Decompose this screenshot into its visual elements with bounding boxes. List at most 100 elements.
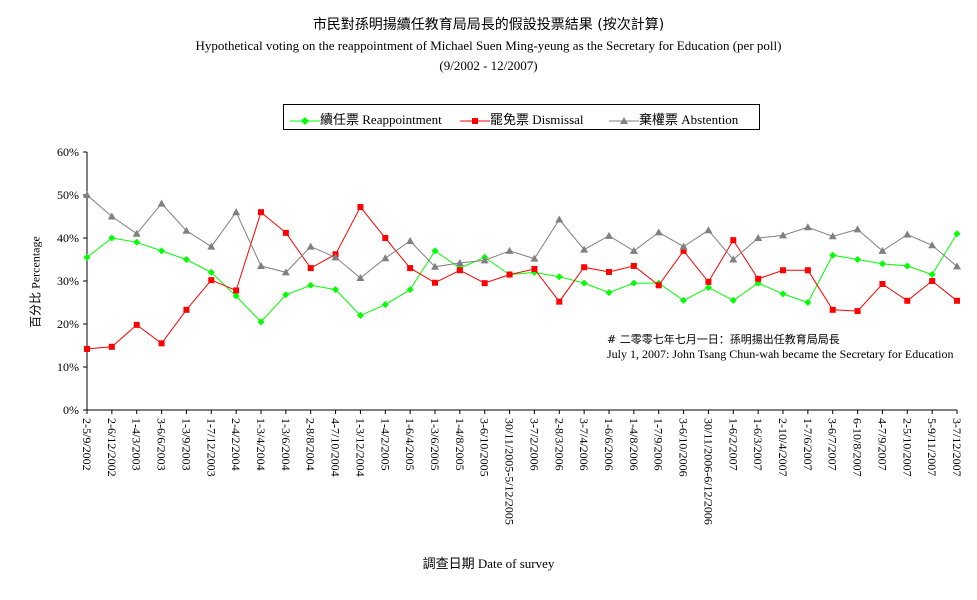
- data-point-dismissal: [630, 262, 637, 269]
- data-point-abstention: [455, 258, 464, 266]
- data-point-abstention: [853, 225, 862, 233]
- data-point-reappointment: [928, 271, 936, 279]
- data-point-dismissal: [407, 265, 414, 272]
- y-tick-label: 10%: [57, 360, 79, 374]
- x-tick-label: 1-3/12/2004: [353, 418, 367, 477]
- x-tick-label: 3-6/10/2006: [677, 418, 691, 477]
- legend-item-dismissal: 罷免票 Dismissal: [460, 109, 584, 129]
- data-point-reappointment: [729, 296, 737, 304]
- legend-marker-abstention: [609, 117, 639, 125]
- data-point-reappointment: [630, 279, 638, 287]
- data-point-dismissal: [879, 281, 886, 288]
- data-point-abstention: [83, 191, 91, 198]
- data-point-abstention: [654, 228, 663, 236]
- data-point-dismissal: [606, 268, 612, 275]
- x-tick-label: 1-3/6/2005: [428, 418, 442, 471]
- legend-label-dismissal: 罷免票 Dismissal: [490, 112, 584, 127]
- legend-marker-reappointment: [290, 117, 320, 126]
- data-point-reappointment: [580, 279, 588, 287]
- data-point-dismissal: [108, 343, 115, 350]
- data-point-reappointment: [555, 273, 563, 281]
- data-point-dismissal: [680, 247, 687, 254]
- data-point-reappointment: [680, 296, 688, 304]
- data-point-abstention: [903, 230, 912, 238]
- y-tick-label: 60%: [57, 145, 79, 159]
- data-point-abstention: [928, 241, 937, 249]
- data-point-reappointment: [903, 262, 911, 270]
- data-point-abstention: [331, 253, 340, 261]
- x-tick-label: 4-7/10/2004: [329, 418, 343, 477]
- data-point-abstention: [406, 237, 415, 245]
- data-point-abstention: [828, 232, 837, 240]
- legend: 續任票 Reappointment 罷免票 Dismissal 棄權票 Abst…: [283, 104, 760, 130]
- chart-title-chinese: 市民對孫明揚續任教育局局長的假設投票結果 (按次計算): [312, 17, 665, 33]
- x-tick-label: 1-4/8/2005: [453, 418, 467, 471]
- x-tick-label: 30/11/2005-5/12/2005: [503, 418, 517, 525]
- legend-marker-dismissal: [460, 118, 490, 125]
- data-point-reappointment: [381, 301, 389, 309]
- series-line-1: [86, 206, 958, 350]
- y-tick-label: 0%: [63, 403, 79, 417]
- data-point-dismissal: [655, 282, 662, 289]
- data-point-dismissal: [780, 267, 786, 274]
- data-point-dismissal: [581, 264, 588, 271]
- data-point-reappointment: [406, 286, 414, 294]
- data-point-dismissal: [432, 279, 438, 286]
- x-tick-label: 3-7/2/2006: [527, 418, 541, 471]
- data-point-reappointment: [804, 299, 812, 306]
- data-point-abstention: [356, 273, 365, 281]
- data-point-abstention: [754, 234, 763, 241]
- x-tick-label: 1-6/4/2005: [403, 418, 417, 471]
- x-tick-label: 1-3/6/2004: [279, 418, 293, 471]
- x-tick-label: 1-6/2/2007: [726, 418, 740, 471]
- data-point-dismissal: [829, 306, 836, 313]
- x-tick-label: 1-3/4/2004: [254, 418, 268, 471]
- data-point-reappointment: [108, 234, 116, 242]
- data-point-dismissal: [904, 297, 911, 304]
- data-point-dismissal: [133, 321, 140, 328]
- data-point-dismissal: [208, 277, 215, 284]
- data-point-abstention: [157, 199, 166, 207]
- data-point-abstention: [580, 245, 589, 253]
- x-tick-label: 2-8/3/2006: [552, 418, 566, 471]
- data-point-dismissal: [357, 204, 364, 211]
- x-tick-label: 2-4/2/2004: [229, 418, 243, 471]
- data-point-reappointment: [282, 291, 290, 299]
- data-point-dismissal: [531, 265, 538, 272]
- data-point-abstention: [704, 226, 713, 234]
- data-point-dismissal: [506, 271, 513, 278]
- x-tick-label: 1-6/6/2006: [602, 418, 616, 471]
- x-tick-label: 3-7/4/2006: [577, 418, 591, 471]
- data-point-dismissal: [929, 278, 936, 284]
- data-point-reappointment: [953, 230, 961, 238]
- data-point-reappointment: [257, 318, 265, 326]
- data-point-abstention: [480, 256, 489, 264]
- x-tick-label: 1-7/9/2006: [652, 418, 666, 471]
- data-point-dismissal: [233, 287, 240, 294]
- data-point-dismissal: [804, 267, 811, 274]
- chart-period: (9/2002 - 12/2007): [439, 58, 538, 73]
- data-point-dismissal: [456, 267, 463, 274]
- x-axis-label: 調查日期 Date of survey: [422, 556, 555, 571]
- data-point-abstention: [555, 215, 564, 223]
- x-tick-label: 3-6/7/2007: [826, 418, 840, 471]
- data-point-reappointment: [779, 290, 787, 298]
- x-tick-label: 6-10/8/2007: [851, 418, 865, 477]
- x-tick-label: 2-5/9/2002: [80, 418, 94, 471]
- x-tick-label: 1-4/2/2005: [378, 418, 392, 471]
- data-point-abstention: [281, 268, 290, 276]
- data-point-reappointment: [332, 286, 340, 294]
- x-tick-label: 1-7/6/2007: [801, 418, 815, 471]
- data-point-abstention: [306, 242, 315, 250]
- data-point-dismissal: [183, 306, 190, 313]
- data-point-abstention: [431, 262, 439, 270]
- x-tick-label: 3-6/10/2005: [478, 418, 492, 477]
- data-point-dismissal: [755, 275, 762, 282]
- x-tick-label: 3-7/12/2007: [950, 418, 964, 477]
- legend-label-abstention: 棄權票 Abstention: [639, 112, 739, 127]
- x-tick-label: 2-6/12/2002: [105, 418, 119, 477]
- data-point-abstention: [182, 226, 191, 234]
- data-point-dismissal: [84, 345, 90, 352]
- data-point-dismissal: [258, 209, 264, 216]
- x-tick-label: 1-4/3/2003: [130, 418, 144, 471]
